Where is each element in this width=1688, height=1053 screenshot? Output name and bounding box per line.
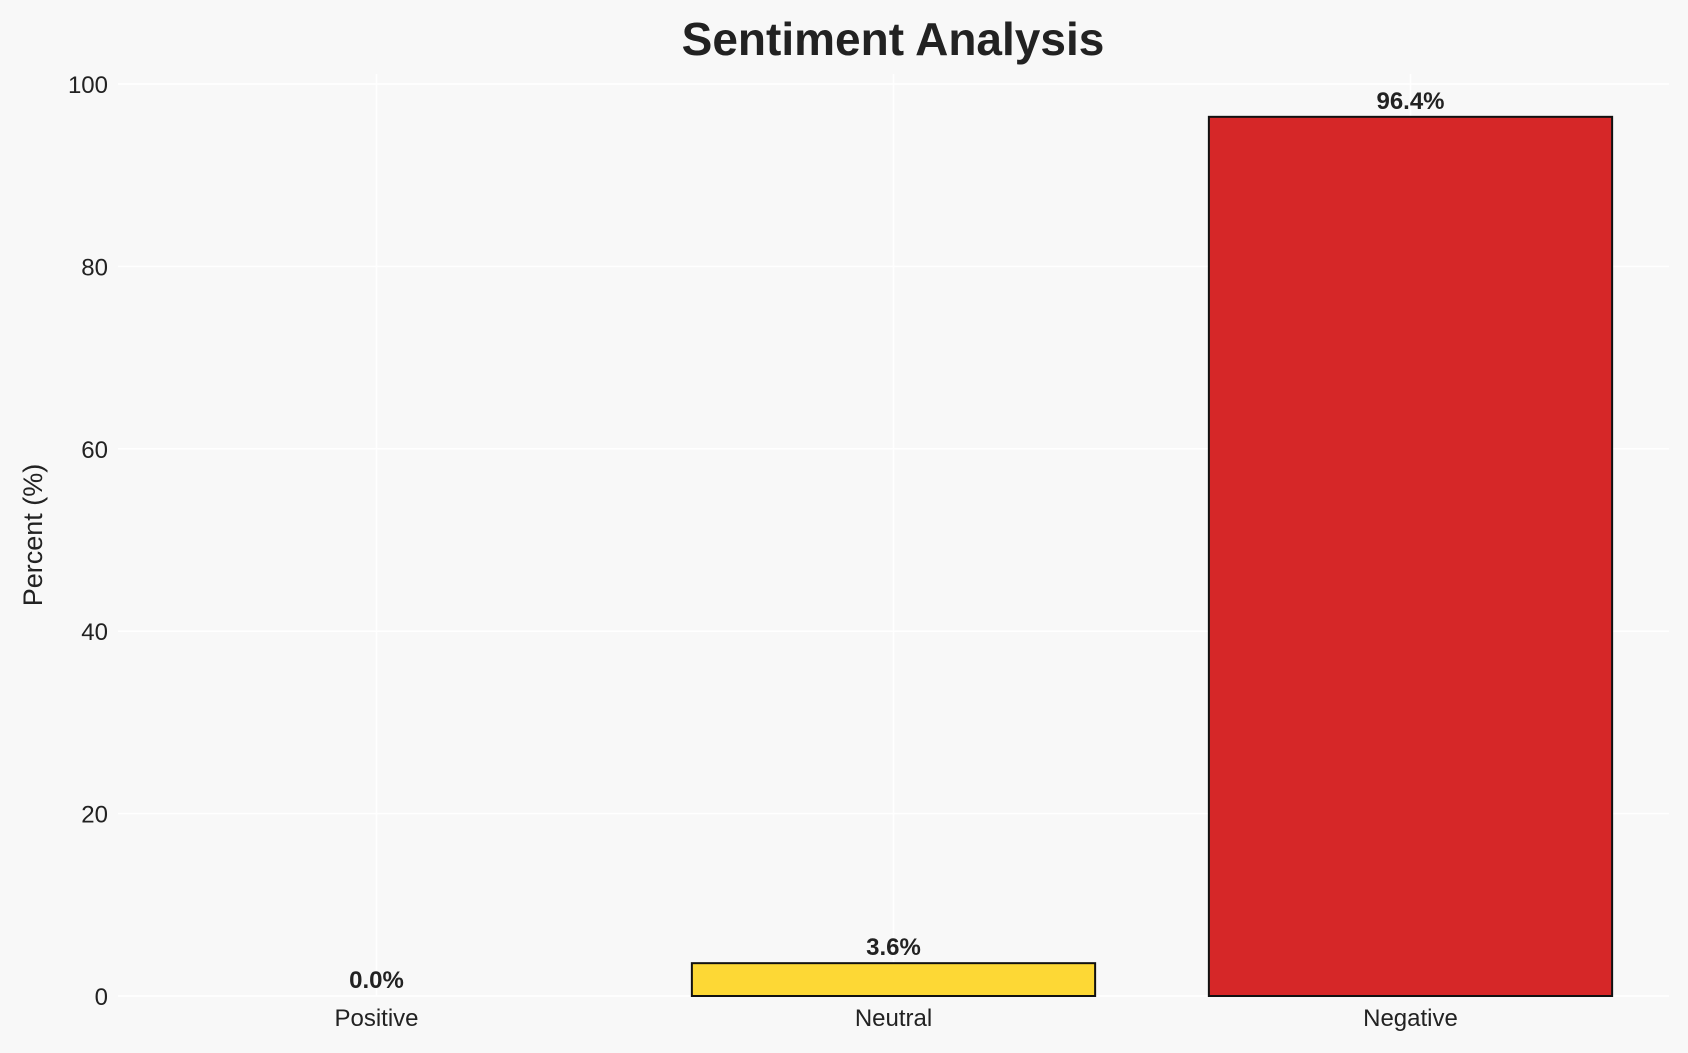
bars [690, 115, 1614, 998]
data-label: 96.4% [1376, 88, 1444, 115]
y-tick-label: 40 [81, 619, 108, 646]
bar-neutral [690, 962, 1097, 998]
data-label: 3.6% [866, 934, 921, 961]
bar-negative [1207, 115, 1614, 998]
y-tick-label: 80 [81, 254, 108, 281]
y-tick-label: 20 [81, 802, 108, 829]
labels: 0 20 40 60 80 100 0.0% Positive 3.6% Neutral 96.4%… [68, 72, 1458, 1032]
x-tick-label: Positive [334, 1005, 418, 1032]
data-label: 0.0% [349, 967, 404, 994]
y-axis-label: Percent (%) [18, 464, 48, 607]
x-tick-label: Negative [1363, 1005, 1458, 1032]
y-tick-label: 0 [95, 984, 108, 1011]
y-tick-label: 100 [68, 72, 108, 99]
y-tick-label: 60 [81, 437, 108, 464]
chart-title: Sentiment Analysis [682, 13, 1105, 65]
x-tick-label: Neutral [855, 1005, 932, 1032]
